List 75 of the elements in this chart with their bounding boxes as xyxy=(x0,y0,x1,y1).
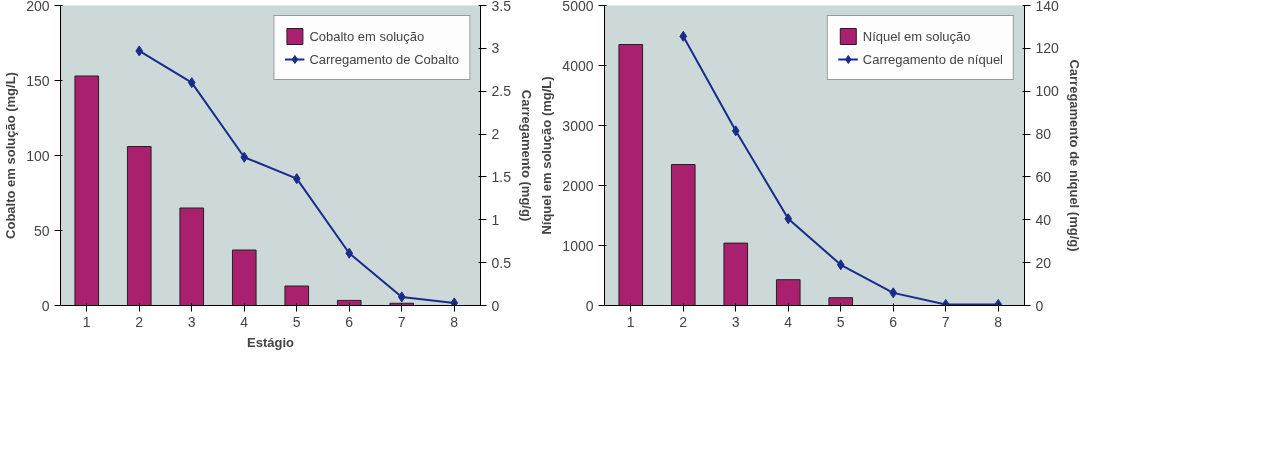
point xyxy=(450,297,459,306)
bar xyxy=(74,75,100,306)
point xyxy=(240,151,249,163)
y2-tick-label: 120 xyxy=(1035,40,1060,57)
x-tick-label: 1 xyxy=(82,313,91,330)
x-tick-label: 3 xyxy=(187,313,196,330)
y2-tick-label: 0 xyxy=(491,297,500,314)
y-tick-label: 200 xyxy=(26,0,50,14)
y2-tick-label: 100 xyxy=(1035,83,1060,100)
point xyxy=(836,259,845,271)
point xyxy=(679,30,688,42)
y-tick-label: 1000 xyxy=(562,237,594,254)
y-axis-title: Cobalto em solução (mg/L) xyxy=(3,72,19,239)
point xyxy=(187,77,196,89)
bar xyxy=(179,207,205,306)
point xyxy=(292,173,301,185)
bar xyxy=(618,44,644,306)
x-tick-label: 5 xyxy=(292,313,301,330)
point xyxy=(889,287,898,299)
y-tick-label: 100 xyxy=(26,147,50,164)
legend-label: Carregamento de Cobalto xyxy=(309,51,459,67)
point xyxy=(135,45,144,57)
y2-tick-label: 40 xyxy=(1035,211,1052,228)
y2-tick-label: 60 xyxy=(1035,168,1052,185)
y2-tick-label: 1 xyxy=(491,211,500,228)
point xyxy=(345,247,354,259)
y-axis-title: Níquel em solução (mg/L) xyxy=(539,76,555,235)
y-tick-label: 150 xyxy=(26,72,50,89)
x-tick-label: 2 xyxy=(679,313,688,330)
x-tick-label: 2 xyxy=(135,313,144,330)
y2-tick-label: 0.5 xyxy=(491,254,512,271)
x-tick-label: 6 xyxy=(889,313,898,330)
x-tick-label: 8 xyxy=(994,313,1003,330)
bar xyxy=(775,279,801,306)
point xyxy=(731,125,740,137)
legend-label: Carregamento de níquel xyxy=(862,51,1003,67)
x-tick-label: 8 xyxy=(450,313,459,330)
y-tick-label: 2000 xyxy=(562,177,594,194)
bar xyxy=(126,146,152,306)
y2-tick-label: 2 xyxy=(491,126,500,143)
y2-tick-label: 1.5 xyxy=(491,168,512,185)
x-tick-label: 5 xyxy=(836,313,845,330)
y2-tick-label: 2.5 xyxy=(491,83,512,100)
x-tick-label: 3 xyxy=(731,313,740,330)
x-tick-label: 7 xyxy=(941,313,950,330)
x-tick-label: 6 xyxy=(345,313,354,330)
x-tick-label: 4 xyxy=(784,313,793,330)
bar xyxy=(670,164,696,306)
y2-tick-label: 20 xyxy=(1035,254,1052,271)
x-tick-label: 7 xyxy=(397,313,406,330)
y-tick-label: 5000 xyxy=(562,0,594,14)
y-tick-label: 50 xyxy=(33,222,50,239)
y2-axis-title: Carregamento (mg/g) xyxy=(518,89,534,222)
bar xyxy=(284,285,310,306)
x-tick-label: 1 xyxy=(626,313,635,330)
y-tick-label: 0 xyxy=(41,297,50,314)
y2-tick-label: 3 xyxy=(491,40,500,57)
y2-tick-label: 140 xyxy=(1035,0,1060,14)
y-tick-label: 4000 xyxy=(562,57,594,74)
bar xyxy=(828,297,854,306)
y2-tick-label: 80 xyxy=(1035,126,1052,143)
legend-label: Cobalto em solução xyxy=(309,28,425,44)
point xyxy=(784,213,793,225)
bar xyxy=(231,249,257,306)
y2-tick-label: 3.5 xyxy=(491,0,512,14)
point xyxy=(397,291,406,303)
bar xyxy=(336,299,362,306)
y-tick-label: 3000 xyxy=(562,117,594,134)
legend-label: Níquel em solução xyxy=(862,28,971,44)
bar xyxy=(723,242,749,306)
x-axis-title: Estágio xyxy=(247,334,295,350)
y2-tick-label: 0 xyxy=(1035,297,1044,314)
y-tick-label: 0 xyxy=(585,297,594,314)
y2-axis-title: Carregamento de níquel (mg/g) xyxy=(1066,59,1082,252)
x-tick-label: 4 xyxy=(240,313,249,330)
